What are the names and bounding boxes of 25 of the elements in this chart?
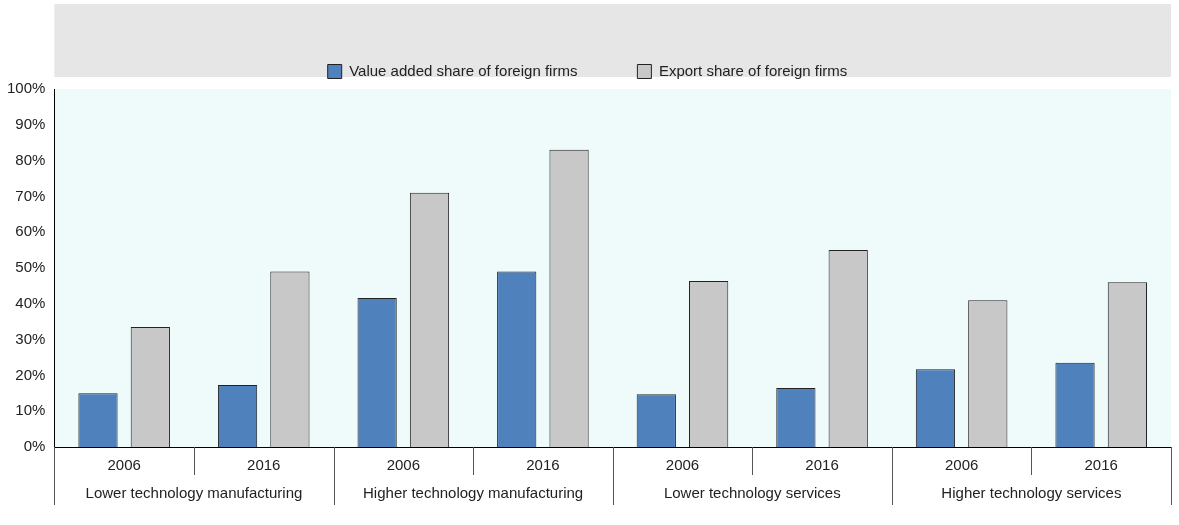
text: Higher technology manufacturing	[363, 484, 584, 502]
x-tick-label: 2016	[805, 456, 839, 474]
y-tick-label: 70%	[15, 186, 46, 204]
legend-label: Export share of foreign firms	[658, 61, 848, 79]
y-tick-label: 90%	[15, 114, 46, 132]
text: Lower technology services	[663, 484, 841, 502]
x-tick-label: 2006	[386, 456, 420, 474]
text: Higher technology services	[941, 484, 1122, 502]
x-tick-label: 2006	[665, 456, 700, 474]
x-tick-label: 2016	[247, 456, 281, 474]
legend-label: Value added share of foreign firms	[349, 61, 578, 79]
y-tick-label: 30%	[15, 329, 46, 347]
text: Lower technology manufacturing	[85, 484, 303, 502]
y-tick-label: 100%	[6, 79, 46, 97]
y-tick-label: 40%	[15, 293, 46, 311]
x-tick-label: 2006	[944, 456, 979, 474]
y-tick-label: 10%	[15, 401, 46, 419]
x-tick-label: 2006	[107, 456, 141, 474]
y-tick-label: 80%	[15, 150, 46, 168]
y-tick-label: 50%	[15, 258, 46, 276]
x-tick-label: 2016	[1084, 456, 1118, 474]
y-tick-label: 0%	[23, 437, 46, 455]
x-tick-label: 2016	[526, 456, 560, 474]
y-tick-label: 60%	[15, 222, 46, 240]
y-tick-label: 20%	[15, 365, 46, 383]
